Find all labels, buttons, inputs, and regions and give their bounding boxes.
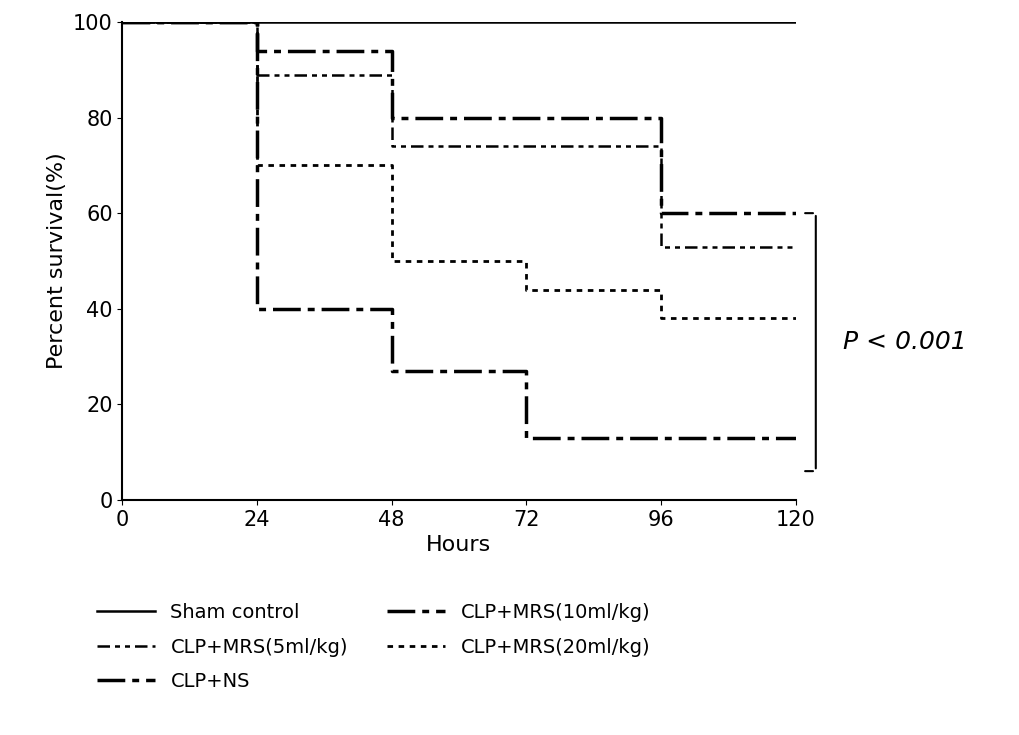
Text: P < 0.001: P < 0.001 (842, 330, 965, 354)
Y-axis label: Percent survival(%): Percent survival(%) (47, 153, 67, 369)
Legend: Sham control, CLP+MRS(5ml/kg), CLP+NS, CLP+MRS(10ml/kg), CLP+MRS(20ml/kg): Sham control, CLP+MRS(5ml/kg), CLP+NS, C… (89, 595, 657, 699)
X-axis label: Hours: Hours (426, 535, 491, 555)
